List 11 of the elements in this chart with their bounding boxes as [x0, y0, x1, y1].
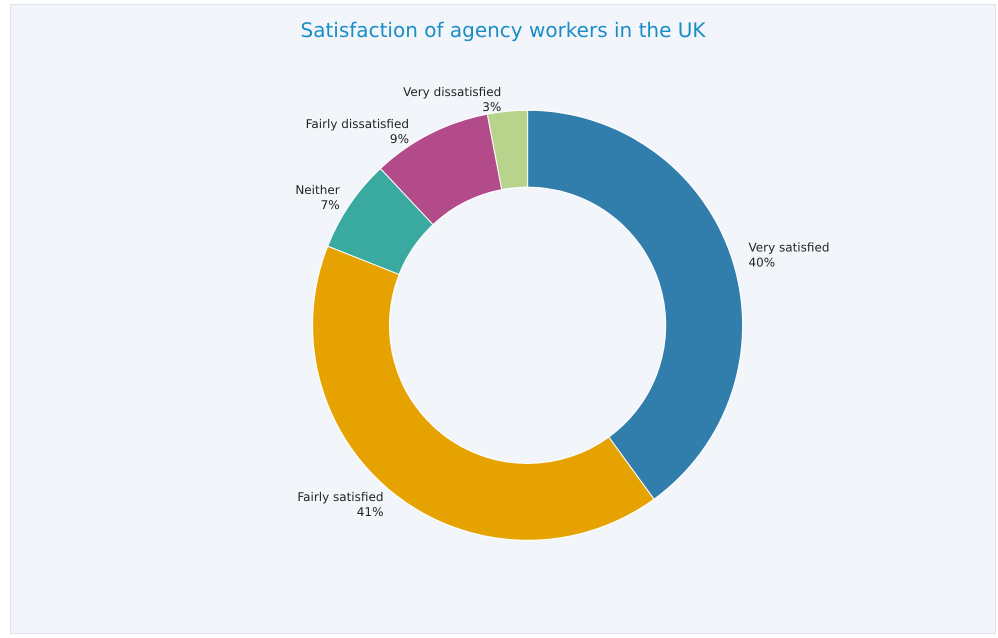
- slice-label: Fairly satisfied: [297, 490, 384, 504]
- slice-label: Neither: [295, 183, 340, 198]
- slice-label: Fairly dissatisfied: [306, 116, 409, 131]
- data-label: 3%: [482, 100, 502, 114]
- data-label: 7%: [320, 198, 340, 212]
- data-label: 9%: [390, 132, 409, 146]
- data-label: 41%: [356, 505, 384, 520]
- slice-label: Very dissatisfied: [403, 84, 502, 99]
- data-label: 40%: [748, 256, 776, 270]
- slice-label: Very satisfied: [748, 240, 830, 255]
- chart-title: Satisfaction of agency workers in the UK: [300, 18, 706, 42]
